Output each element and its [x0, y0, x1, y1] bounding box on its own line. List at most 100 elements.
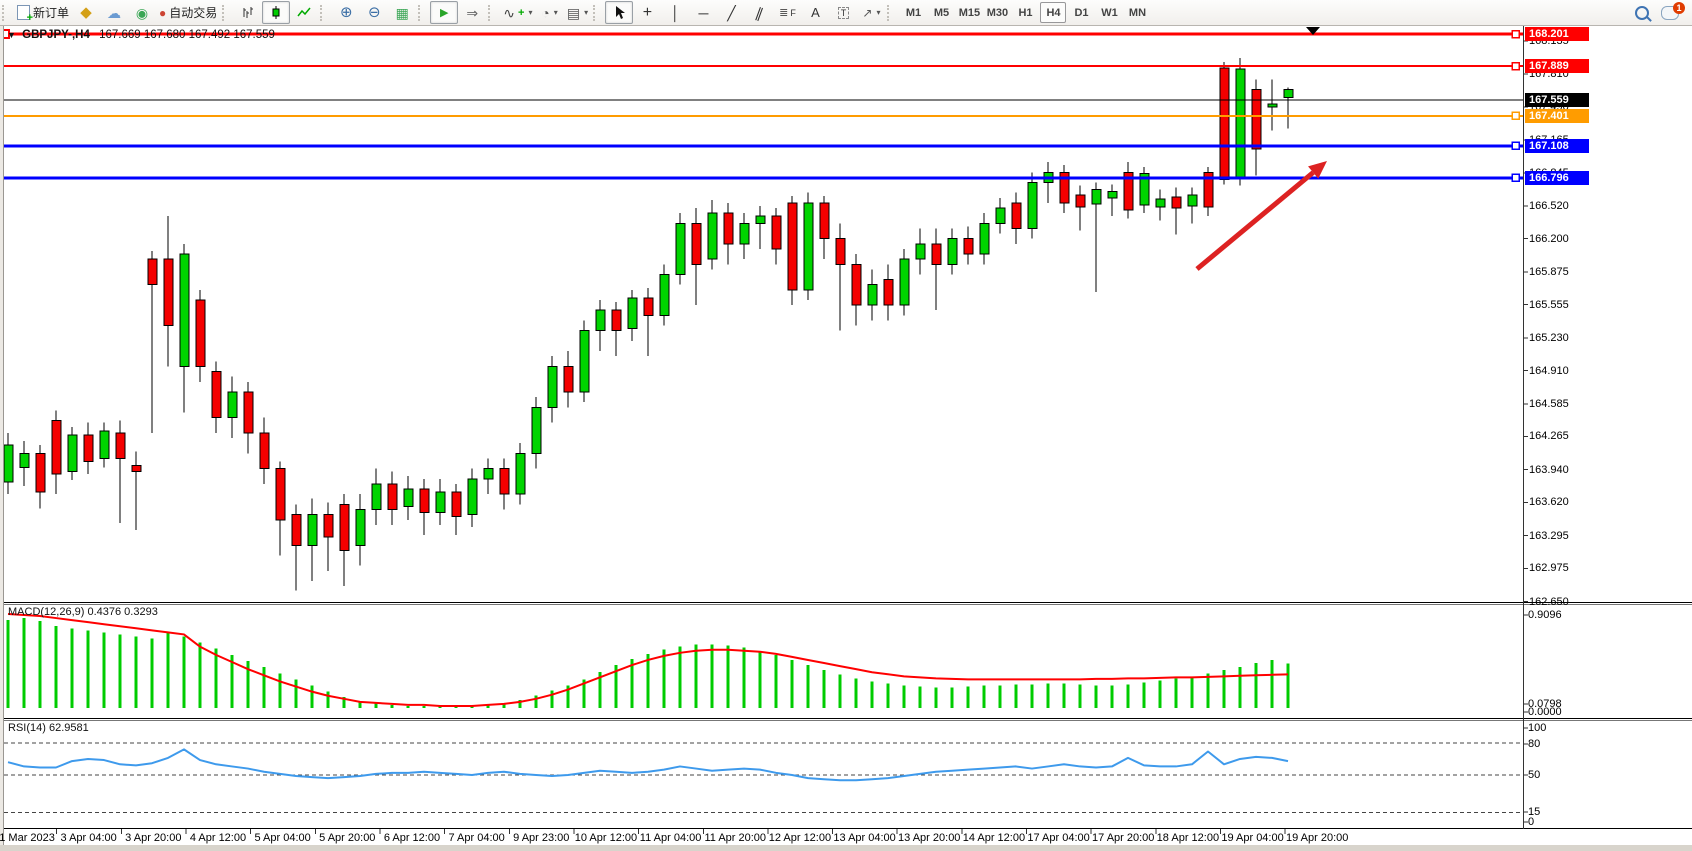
timeframe-button-h1[interactable]: H1 — [1018, 6, 1033, 19]
profiles-button[interactable]: ◆ — [72, 1, 100, 24]
chart-shift-button[interactable]: ⇒ — [458, 1, 486, 24]
candle-bear — [83, 434, 94, 463]
candle-bear — [163, 258, 174, 327]
candle-bull — [1139, 172, 1150, 206]
timeframe-button-m30[interactable]: M30 — [986, 6, 1009, 19]
candle-bear — [275, 468, 286, 521]
candle-bull — [675, 222, 686, 275]
auto-scroll-icon: ▶ — [440, 6, 449, 19]
zoom-out-button[interactable]: ⊖ — [360, 1, 388, 24]
hline-handle[interactable] — [1511, 29, 1520, 39]
candle-bull — [1155, 198, 1166, 208]
channel-button[interactable]: ∥ — [745, 1, 773, 24]
timeframe-button-w1[interactable]: W1 — [1101, 6, 1118, 19]
templates-button[interactable]: ▤ ▾ — [563, 1, 591, 24]
toolbar-grip[interactable] — [2, 4, 10, 21]
candle-bull — [579, 330, 590, 393]
horizontal-line-button[interactable]: ─ — [689, 1, 717, 24]
candle-bear — [1123, 171, 1134, 211]
candle-bull — [739, 222, 750, 245]
window-left-frame — [0, 25, 4, 851]
new-order-button[interactable]: + 新订单 — [14, 1, 72, 24]
toolbar: + 新订单 ◆ ☁ ◉ ● 自动交易 ⊕ ⊖ ▦ ▶ ⇒ ∿ + — [0, 0, 1692, 26]
indicators-icon: ∿ — [503, 4, 516, 21]
signal-icon: ◉ — [135, 4, 149, 21]
vertical-line-icon: │ — [671, 4, 680, 21]
zoom-out-icon: ⊖ — [367, 3, 381, 21]
periods-button[interactable]: ◔ ▾ — [535, 1, 563, 24]
window-bottom-strip — [0, 845, 1692, 851]
shapes-button[interactable]: ↗ ▾ — [857, 1, 885, 24]
hline-handle[interactable] — [1511, 61, 1520, 71]
candle-bear — [611, 309, 622, 332]
candle-bull — [1091, 189, 1102, 205]
candle-bull — [995, 207, 1006, 224]
dropdown-icon: ▾ — [528, 8, 533, 17]
toolbar-grip[interactable] — [418, 4, 426, 21]
candle-bear — [691, 222, 702, 265]
candle-bull — [595, 309, 606, 332]
candle-bull — [403, 488, 414, 507]
toolbar-grip[interactable] — [222, 4, 230, 21]
candle-bull — [755, 215, 766, 224]
text-label-button[interactable]: T — [829, 1, 857, 24]
text-button[interactable]: A — [801, 1, 829, 24]
toolbar-grip[interactable] — [320, 4, 328, 21]
timeframe-button-m1[interactable]: M1 — [905, 6, 922, 19]
candle-bull — [307, 514, 318, 546]
autotrading-icon: ● — [159, 5, 167, 20]
autotrading-button[interactable]: ● 自动交易 — [156, 1, 220, 24]
clock-icon: ◔ — [541, 4, 550, 21]
timeframe-button-h4[interactable]: H4 — [1040, 2, 1067, 23]
auto-scroll-button[interactable]: ▶ — [430, 1, 459, 24]
candle-bear — [563, 365, 574, 393]
bar-chart-button[interactable] — [234, 1, 262, 24]
chart-shift-marker[interactable] — [1306, 27, 1320, 35]
timeframe-button-mn[interactable]: MN — [1128, 6, 1147, 19]
zoom-in-button[interactable]: ⊕ — [332, 1, 360, 24]
shapes-icon: ↗ — [862, 5, 873, 20]
timeframe-button-m15[interactable]: M15 — [958, 6, 981, 19]
new-order-icon: + — [17, 5, 33, 24]
candle-bear — [211, 371, 222, 419]
vertical-line-button[interactable]: │ — [661, 1, 689, 24]
toolbar-grip[interactable] — [488, 4, 496, 21]
candle-bear — [243, 391, 254, 434]
cursor-button[interactable] — [605, 1, 634, 24]
crosshair-button[interactable]: + — [633, 1, 661, 24]
arrow-line[interactable] — [1195, 170, 1315, 271]
crosshair-icon: + — [642, 3, 653, 21]
candle-bull — [435, 491, 446, 514]
toolbar-grip[interactable] — [593, 4, 601, 21]
candle-bear — [115, 432, 126, 459]
tile-windows-button[interactable]: ▦ — [388, 1, 416, 24]
hline-handle[interactable] — [1511, 141, 1520, 151]
dropdown-icon: ▾ — [553, 8, 558, 17]
candle-bear — [835, 238, 846, 265]
fibonacci-button[interactable]: ≣ F — [773, 1, 801, 24]
depth-of-market-button[interactable]: ☁ — [100, 1, 128, 24]
chat-button[interactable]: 1 — [1658, 1, 1692, 24]
toolbar-grip[interactable] — [887, 4, 895, 21]
hline-handle[interactable] — [1511, 111, 1520, 121]
signals-button[interactable]: ◉ — [128, 1, 156, 24]
timeframe-button-m5[interactable]: M5 — [933, 6, 950, 19]
candle-bear — [643, 297, 654, 316]
hline-handle[interactable] — [1511, 173, 1520, 183]
candle-bull — [3, 444, 14, 483]
candle-bull — [899, 258, 910, 306]
arrow-head[interactable] — [1308, 161, 1327, 179]
dropdown-icon: ▾ — [876, 8, 881, 17]
tile-windows-icon: ▦ — [395, 4, 409, 21]
candle-bear — [35, 452, 46, 493]
trendline-button[interactable]: ╱ — [717, 1, 745, 24]
indicators-button[interactable]: ∿ + ▾ — [500, 1, 535, 24]
candle-bull — [627, 297, 638, 330]
timeframe-button-d1[interactable]: D1 — [1074, 6, 1089, 19]
candle-bull — [915, 243, 926, 260]
candlestick-chart-button[interactable] — [262, 1, 291, 24]
line-chart-button[interactable] — [290, 1, 318, 24]
search-button[interactable] — [1630, 1, 1658, 24]
candle-bull — [979, 222, 990, 255]
